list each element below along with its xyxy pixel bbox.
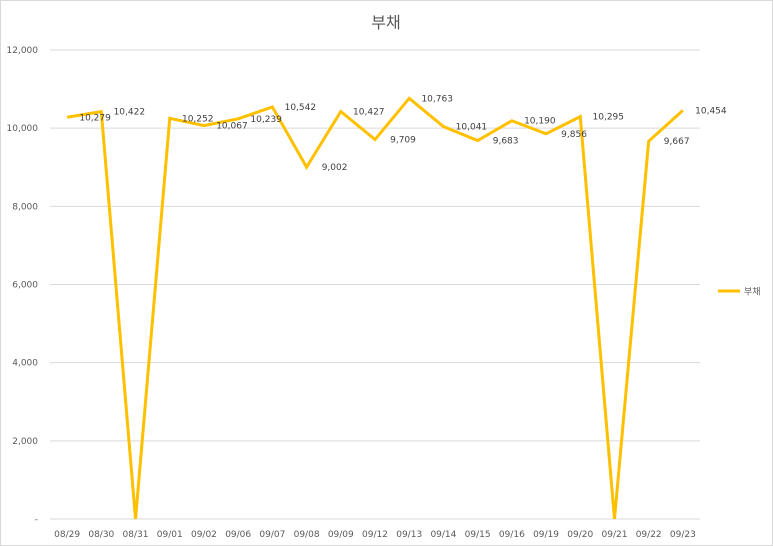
x-tick-label: 09/15: [465, 530, 491, 540]
data-label: 9,709: [390, 136, 416, 146]
x-tick-label: 09/08: [294, 530, 320, 540]
x-tick-label: 09/21: [602, 530, 628, 540]
y-tick-label: 8,000: [12, 202, 38, 212]
x-tick-label: 09/12: [362, 530, 388, 540]
x-tick-label: 09/23: [670, 530, 696, 540]
x-tick-label: 09/20: [567, 530, 593, 540]
data-label: 10,067: [216, 122, 248, 132]
data-label: 9,856: [561, 130, 587, 140]
data-label: 9,683: [493, 137, 519, 147]
x-axis: 08/29 08/30 08/31 09/01 09/02 09/06 09/07 09/08…: [54, 530, 696, 540]
legend[interactable]: 부채: [718, 287, 761, 298]
data-label: 10,190: [524, 117, 556, 127]
x-tick-label: 08/30: [88, 530, 114, 540]
x-tick-label: 09/02: [191, 530, 217, 540]
x-tick-label: 08/29: [54, 530, 80, 540]
x-tick-label: 09/16: [499, 530, 525, 540]
series-layer: [66, 96, 684, 520]
y-tick-label: 10,000: [7, 124, 39, 134]
data-label: 10,542: [285, 103, 317, 113]
data-label: 10,279: [79, 113, 111, 123]
gridlines: [50, 49, 700, 520]
x-tick-label: 08/31: [123, 530, 149, 540]
x-tick-label: 09/13: [396, 530, 422, 540]
data-label: 10,041: [456, 123, 488, 133]
series-line: [66, 96, 684, 520]
x-tick-label: 09/07: [259, 530, 285, 540]
data-label: 10,239: [250, 115, 282, 125]
data-label: 10,295: [593, 113, 625, 123]
legend-label: 부채: [744, 287, 761, 298]
y-tick-label: -: [35, 515, 38, 525]
x-tick-label: 09/01: [157, 530, 183, 540]
y-tick-label: 6,000: [12, 281, 38, 291]
data-label: 10,422: [114, 108, 146, 118]
x-tick-label: 09/09: [328, 530, 354, 540]
y-tick-label: 12,000: [7, 46, 39, 56]
x-tick-label: 09/19: [533, 530, 559, 540]
data-label: 10,427: [353, 107, 385, 117]
data-label: 9,002: [322, 163, 348, 173]
data-label: 10,763: [421, 94, 453, 104]
x-tick-label: 09/06: [225, 530, 251, 540]
chart-title: 부채: [371, 13, 400, 32]
data-label: 10,252: [182, 114, 214, 124]
x-tick-label: 09/14: [430, 530, 456, 540]
x-tick-label: 09/22: [636, 530, 662, 540]
data-label: 10,454: [695, 106, 727, 116]
y-tick-label: 4,000: [12, 359, 38, 369]
y-tick-label: 2,000: [12, 437, 38, 447]
y-axis: - 2,000 4,000 6,000 8,000 10,000 12,000: [7, 46, 39, 525]
data-label: 9,667: [664, 137, 690, 147]
